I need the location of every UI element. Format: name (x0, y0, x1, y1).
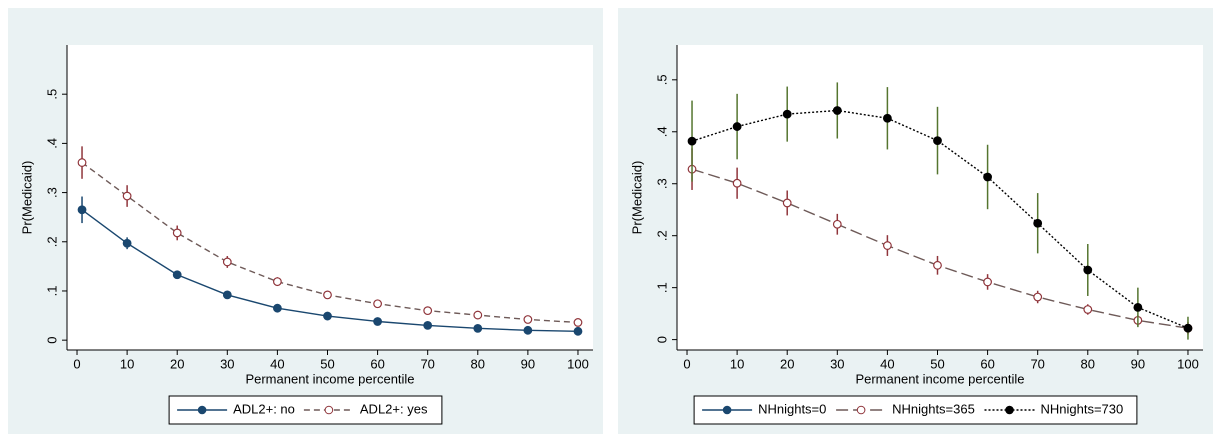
marker (782, 198, 792, 208)
legend-marker (856, 405, 866, 415)
x-tick-label: 20 (170, 356, 184, 371)
legend-marker (722, 405, 732, 415)
y-tick-label: .3 (44, 187, 59, 198)
marker (1033, 218, 1043, 228)
x-tick-label: 30 (220, 356, 234, 371)
y-tick-label: 0 (654, 336, 669, 343)
marker (883, 241, 892, 250)
x-tick-label: 60 (980, 356, 994, 371)
x-tick-label: 70 (420, 356, 434, 371)
x-tick-label: 50 (930, 356, 944, 371)
x-axis-label: Permanent income percentile (245, 371, 414, 386)
marker (373, 299, 382, 309)
y-tick-label: .2 (44, 236, 59, 247)
y-axis-label: Pr(Medicaid) (19, 161, 34, 235)
marker (122, 238, 132, 248)
x-tick-label: 10 (120, 356, 134, 371)
marker (832, 106, 842, 115)
y-tick-label: 0 (44, 337, 59, 344)
x-tick-label: 80 (1081, 356, 1095, 371)
marker (77, 205, 87, 215)
plot-area (677, 45, 1203, 350)
panel: 0 .1 .2 .3 .4 .5 0 10 20 30 40 50 60 70 80 90 100 Permane… (8, 8, 603, 434)
x-tick-label: 70 (1030, 356, 1044, 371)
x-tick-label: 90 (521, 356, 535, 371)
marker (273, 303, 282, 313)
x-tick-label: 100 (567, 356, 589, 371)
panel: 0 .1 .2 .3 .4 .5 0 10 20 30 40 50 60 70 80 90 100 Permane… (618, 8, 1213, 434)
x-tick-label: 10 (730, 356, 744, 371)
marker (77, 158, 87, 167)
x-tick-label: 90 (1131, 356, 1145, 371)
x-axis-label: Permanent income percentile (855, 371, 1024, 386)
x-tick-label: 40 (270, 356, 284, 371)
x-tick-label: 50 (320, 356, 334, 371)
marker (172, 270, 182, 280)
legend-label: NHnights=0 (758, 401, 826, 416)
y-tick-label: .5 (654, 74, 669, 85)
y-tick-label: .4 (44, 138, 59, 149)
marker (222, 257, 232, 267)
series-line (691, 109, 1189, 329)
marker (1183, 323, 1193, 333)
marker (983, 277, 992, 287)
marker (323, 311, 332, 321)
marker (732, 122, 742, 131)
marker (473, 323, 483, 333)
legend-label: ADL2+: no (233, 401, 295, 416)
legend-label: NHnights=730 (1041, 401, 1124, 416)
marker (883, 113, 892, 123)
marker (273, 277, 282, 287)
legend-label: NHnights=365 (892, 401, 975, 416)
x-tick-label: 60 (370, 356, 384, 371)
marker (473, 310, 483, 320)
x-tick-label: 0 (73, 356, 80, 371)
marker (1133, 302, 1143, 312)
x-tick-label: 20 (780, 356, 794, 371)
marker (423, 306, 433, 316)
x-tick-label: 40 (880, 356, 894, 371)
marker (573, 326, 583, 336)
marker (423, 321, 433, 330)
y-tick-label: .1 (44, 286, 59, 297)
marker (732, 178, 742, 188)
legend-marker (197, 405, 207, 415)
legend-marker (1005, 405, 1014, 415)
y-tick-label: .1 (654, 282, 669, 293)
marker (933, 260, 942, 270)
legend (693, 395, 1138, 425)
marker (832, 219, 842, 229)
marker (933, 136, 942, 146)
y-tick-label: .2 (654, 230, 669, 241)
marker (172, 228, 182, 238)
legend-marker (324, 405, 334, 415)
marker (1083, 305, 1093, 314)
x-tick-label: 100 (1177, 356, 1199, 371)
y-tick-label: .5 (44, 89, 59, 100)
y-axis-label: Pr(Medicaid) (629, 161, 644, 235)
y-tick-label: .4 (654, 126, 669, 137)
x-tick-label: 80 (471, 356, 485, 371)
marker (523, 315, 533, 324)
marker (323, 290, 332, 300)
marker (782, 109, 792, 119)
x-tick-label: 30 (830, 356, 844, 371)
marker (523, 325, 533, 335)
marker (373, 317, 382, 326)
x-tick-label: 0 (683, 356, 690, 371)
y-tick-label: .3 (654, 178, 669, 189)
marker (573, 318, 583, 327)
plot-area (67, 45, 593, 350)
marker (983, 172, 992, 182)
marker (1083, 265, 1093, 275)
marker (1033, 292, 1043, 302)
legend-label: ADL2+: yes (360, 401, 428, 416)
marker (122, 191, 132, 201)
marker (687, 136, 697, 146)
marker (222, 290, 232, 300)
